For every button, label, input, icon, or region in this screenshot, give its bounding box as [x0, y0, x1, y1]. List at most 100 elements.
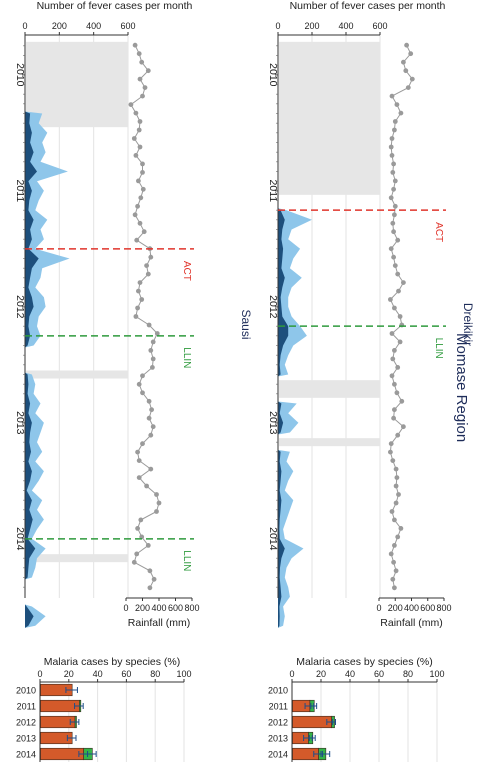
rainfall-point: [136, 178, 141, 184]
site-label: Dreikikir: [461, 303, 475, 346]
bar-tick-label: 20: [64, 669, 74, 679]
bar-category-label: 2010: [268, 686, 288, 696]
bar-category-label: 2012: [16, 718, 36, 728]
rainfall-point: [133, 153, 139, 158]
rainfall-point: [393, 568, 399, 574]
rainfall-point: [145, 68, 151, 74]
rainfall-point: [395, 534, 401, 540]
rainfall-point: [392, 517, 397, 523]
fever-tick-label: 400: [86, 21, 101, 31]
rainfall-point: [142, 85, 148, 90]
bar-series-1: [292, 715, 332, 729]
year-label: 2014: [267, 527, 279, 551]
rainfall-point: [392, 381, 397, 387]
rainfall-point: [149, 407, 155, 413]
bar-tick-label: 60: [121, 669, 131, 679]
rainfall-point: [132, 42, 138, 48]
year-label: 2012: [267, 295, 279, 319]
rainfall-point: [388, 449, 393, 455]
rainfall-point: [388, 144, 394, 150]
rainfall-point: [392, 407, 397, 413]
rainfall-point: [137, 144, 143, 150]
rainfall-point: [140, 390, 145, 396]
rainfall-point: [395, 271, 401, 277]
fever-cases-area: [278, 401, 299, 435]
bar-tick-label: 40: [345, 669, 355, 679]
rainfall-tick-label: 400: [404, 603, 419, 613]
bar-category-label: 2013: [16, 734, 36, 744]
fever-tick-label: 200: [52, 21, 67, 31]
rainfall-point: [390, 170, 396, 175]
rainfall-point: [140, 373, 145, 379]
rainfall-point: [397, 314, 403, 319]
rainfall-point: [136, 381, 142, 387]
fever-cases-area: [25, 111, 70, 348]
rainfall-point: [136, 475, 142, 480]
confirmed-malaria-area: [25, 111, 39, 348]
rainfall-point: [136, 127, 142, 133]
bar-category-label: 2012: [268, 718, 288, 728]
rainfall-point: [136, 458, 142, 463]
intervention-label-act: ACT: [433, 222, 444, 242]
rainfall-point: [396, 288, 401, 294]
bar-category-label: 2011: [269, 702, 288, 712]
confirmed-malaria-area: [25, 604, 34, 628]
rainfall-point: [391, 186, 396, 192]
rainfall-point: [139, 297, 145, 302]
rainfall-point: [150, 365, 155, 370]
fever-axis-title: Number of fever cases per month: [290, 0, 446, 12]
rainfall-point: [405, 85, 411, 90]
confirmed-malaria-area: [278, 449, 285, 628]
rainfall-point: [392, 119, 398, 124]
no-data-band: [279, 438, 380, 447]
rainfall-point: [134, 551, 140, 557]
rainfall-tick-label: 800: [184, 603, 199, 613]
rainfall-point: [150, 356, 156, 362]
no-data-band: [26, 554, 128, 563]
rainfall-tick-label: 600: [168, 603, 183, 613]
rainfall-point: [133, 110, 139, 116]
rainfall-point: [140, 93, 145, 99]
bar-category-label: 2014: [268, 750, 288, 760]
bar-category-label: 2010: [16, 686, 36, 696]
rainfall-point: [388, 551, 394, 557]
no-data-band: [26, 370, 128, 379]
bar-category-label: 2013: [268, 734, 288, 744]
rainfall-point: [389, 373, 395, 379]
bar-chart-title: Malaria cases by species (%): [44, 656, 181, 668]
rainfall-point: [137, 76, 143, 82]
rainfall-point: [391, 415, 396, 421]
rainfall-point: [392, 263, 398, 268]
rainfall-point: [146, 322, 152, 328]
rainfall-point: [389, 331, 395, 336]
rainfall-point: [140, 186, 146, 192]
rainfall-point: [147, 585, 153, 591]
bar-tick-label: 0: [289, 669, 294, 679]
confirmed-malaria-area: [278, 401, 284, 435]
rainfall-point: [390, 220, 396, 226]
year-label: 2010: [267, 63, 279, 87]
rainfall-point: [391, 559, 396, 565]
rainfall-point: [148, 348, 154, 353]
rainfall-point: [395, 237, 401, 243]
intervention-label-llin: LLIN: [181, 347, 192, 368]
bar-tick-label: 20: [316, 669, 326, 679]
rainfall-point: [394, 390, 400, 396]
no-data-band: [279, 41, 380, 195]
rainfall-point: [135, 305, 141, 311]
fever-tick-label: 0: [275, 21, 280, 31]
rainfall-point: [136, 51, 142, 57]
bar-series-1: [40, 699, 80, 713]
fever-tick-label: 400: [338, 21, 353, 31]
rainfall-point: [399, 398, 405, 404]
rainfall-point: [393, 500, 399, 506]
bar-tick-label: 100: [429, 669, 444, 679]
rainfall-point: [389, 153, 395, 158]
rainfall-tick-label: 600: [420, 603, 435, 613]
bar-tick-label: 40: [93, 669, 103, 679]
confirmed-malaria-area: [25, 372, 36, 580]
confirmed-malaria-area: [278, 208, 289, 377]
fever-cases-area: [278, 449, 304, 628]
rainfall-point: [148, 466, 154, 472]
rainfall-point: [401, 424, 406, 430]
